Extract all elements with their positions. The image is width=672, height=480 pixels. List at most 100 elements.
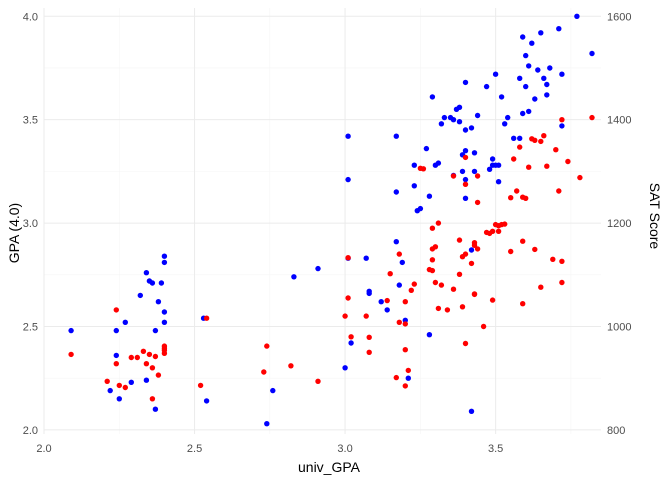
sat-point (264, 343, 270, 349)
gpa-point (471, 150, 478, 156)
gpa-point (270, 387, 276, 394)
gpa-point (529, 40, 535, 46)
gpa-point (143, 270, 150, 276)
gpa-point (393, 133, 399, 139)
gpa-point (68, 327, 74, 334)
sat-point (559, 258, 565, 264)
right-y-tick-label: 1000 (607, 321, 631, 333)
sat-point (128, 354, 134, 361)
right-y-axis-title: SAT Score (647, 183, 663, 250)
sat-point (402, 321, 408, 327)
gpa-point (520, 110, 526, 117)
sat-point (538, 138, 544, 145)
gpa-point (429, 94, 436, 100)
gpa-point (541, 75, 547, 82)
gpa-point (411, 162, 417, 168)
gpa-point (345, 133, 351, 139)
gpa-point (435, 160, 442, 166)
sat-point (462, 251, 469, 257)
gpa-point (474, 112, 481, 119)
gpa-point (486, 166, 493, 172)
gpa-point (526, 108, 532, 115)
gpa-point (417, 205, 424, 212)
sat-point (577, 174, 583, 181)
gpa-point (423, 145, 430, 152)
gpa-point (471, 168, 478, 175)
sat-point (532, 246, 538, 253)
gpa-point (348, 340, 354, 346)
sat-point (152, 353, 159, 360)
gpa-point (468, 247, 475, 253)
gpa-point (462, 195, 469, 201)
x-tick-label: 3.0 (337, 443, 352, 455)
gpa-point (342, 365, 348, 371)
sat-point (143, 361, 150, 367)
gpa-point (547, 65, 553, 71)
gpa-point (535, 67, 541, 73)
sat-point (411, 281, 417, 287)
gpa-point (161, 319, 168, 325)
grid-lines (43, 8, 601, 434)
sat-point (489, 228, 496, 234)
gpa-point (411, 183, 417, 189)
gpa-point (462, 79, 469, 86)
sat-point (468, 260, 475, 267)
sat-point (429, 267, 436, 274)
sat-point (113, 307, 120, 313)
gpa-point (291, 274, 297, 280)
gpa-point (468, 408, 475, 414)
gpa-point (113, 327, 120, 334)
right-y-tick-label: 800 (607, 425, 625, 437)
gpa-point (149, 280, 156, 286)
sat-point (432, 244, 439, 250)
sat-point (517, 144, 523, 150)
gpa-point (495, 162, 502, 168)
sat-point (526, 164, 532, 170)
sat-point (429, 257, 436, 263)
sat-point (541, 133, 547, 139)
gpa-point (495, 179, 502, 185)
sat-point (363, 313, 369, 319)
sat-point (474, 173, 481, 179)
gpa-point (315, 265, 321, 272)
gpa-point (363, 255, 369, 261)
sat-point (342, 313, 348, 319)
gpa-point (574, 13, 580, 19)
gpa-point (544, 92, 550, 98)
sat-point (474, 246, 481, 252)
gpa-point (161, 259, 168, 266)
gpa-point (366, 290, 372, 297)
sat-point (288, 363, 294, 369)
sat-point (387, 271, 393, 277)
gpa-point (462, 127, 469, 133)
gpa-point (498, 94, 505, 100)
sat-point (502, 221, 508, 227)
gpa-point (128, 379, 134, 385)
gpa-point (405, 375, 411, 381)
gpa-point (544, 81, 550, 88)
sat-point (146, 351, 153, 358)
sat-point (435, 305, 442, 312)
right-y-tick-label: 1200 (607, 218, 631, 230)
sat-point (556, 188, 562, 194)
sat-point (396, 251, 402, 257)
sat-point (456, 237, 463, 243)
sat-point (462, 181, 469, 187)
sat-point (140, 348, 147, 354)
gpa-point (456, 119, 463, 125)
gpa-point (468, 125, 475, 131)
sat-point (402, 383, 408, 389)
sat-point (456, 271, 463, 277)
sat-point (508, 195, 514, 201)
sat-point (155, 372, 162, 378)
sat-point (420, 166, 427, 172)
gpa-point (378, 299, 384, 305)
gpa-point (396, 282, 402, 288)
gpa-point (155, 299, 162, 305)
gpa-point (532, 96, 538, 102)
gpa-point (116, 396, 123, 402)
gpa-point (559, 71, 565, 77)
gpa-point (462, 148, 469, 154)
right-y-axis-ticks: 800 1000 1200 1400 1600 (607, 11, 631, 437)
sat-point (550, 256, 556, 262)
